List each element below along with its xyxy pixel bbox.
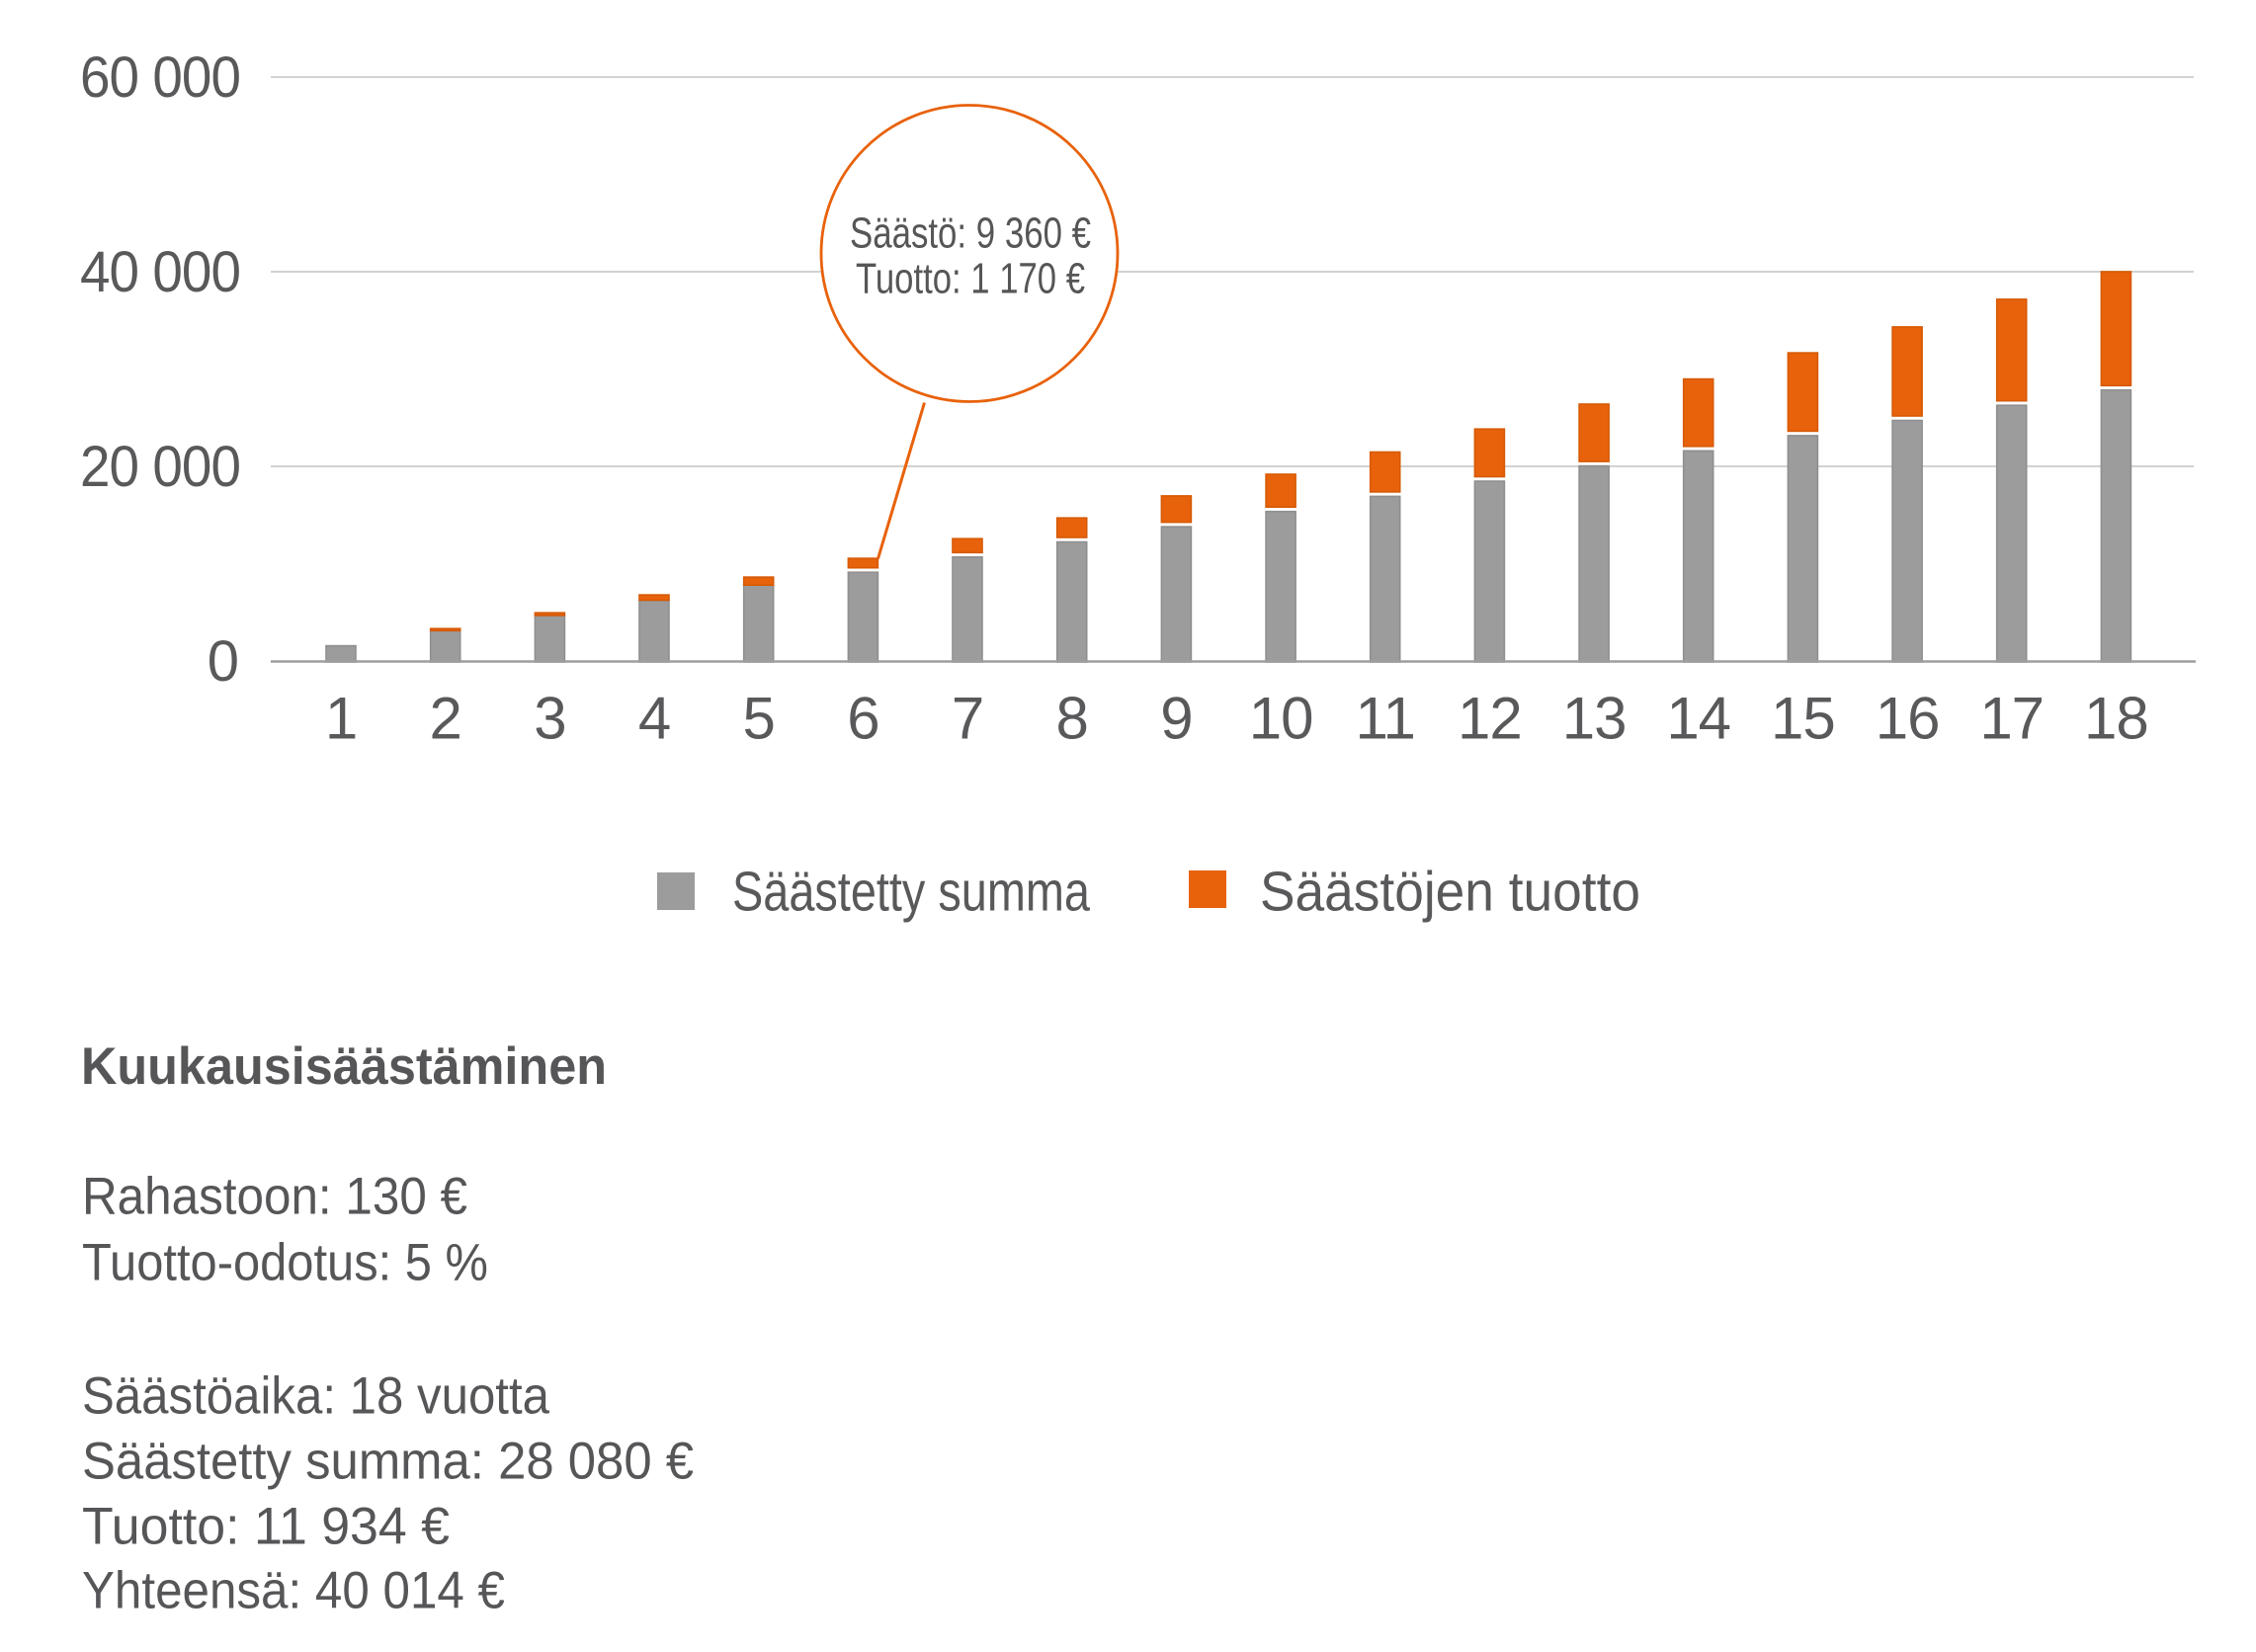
svg-text:9: 9 bbox=[1160, 686, 1192, 752]
svg-text:0: 0 bbox=[208, 629, 238, 694]
svg-text:Tuotto: 11 934 €: Tuotto: 11 934 € bbox=[82, 1498, 450, 1556]
svg-text:11: 11 bbox=[1356, 686, 1415, 752]
svg-text:2: 2 bbox=[430, 686, 461, 752]
svg-text:15: 15 bbox=[1771, 686, 1835, 752]
svg-text:7: 7 bbox=[952, 686, 983, 752]
svg-text:12: 12 bbox=[1458, 686, 1522, 752]
svg-text:Rahastoon: 130 €: Rahastoon: 130 € bbox=[82, 1167, 467, 1225]
svg-text:Säästö: 9 360 €: Säästö: 9 360 € bbox=[850, 208, 1091, 257]
svg-text:Tuotto: 1 170 €: Tuotto: 1 170 € bbox=[856, 254, 1085, 302]
svg-text:Kuukausisäästäminen: Kuukausisäästäminen bbox=[81, 1037, 607, 1096]
svg-text:Tuotto-odotus: 5 %: Tuotto-odotus: 5 % bbox=[82, 1234, 488, 1292]
svg-text:14: 14 bbox=[1666, 686, 1730, 752]
svg-text:20 000: 20 000 bbox=[80, 435, 240, 499]
svg-text:60 000: 60 000 bbox=[80, 45, 240, 110]
svg-text:17: 17 bbox=[1979, 686, 2044, 752]
svg-text:Säästöaika: 18 vuotta: Säästöaika: 18 vuotta bbox=[82, 1367, 549, 1426]
svg-text:1: 1 bbox=[325, 686, 357, 752]
svg-text:3: 3 bbox=[534, 686, 565, 752]
svg-text:6: 6 bbox=[847, 686, 878, 752]
svg-text:16: 16 bbox=[1876, 686, 1940, 752]
svg-text:5: 5 bbox=[743, 686, 775, 752]
svg-text:4: 4 bbox=[638, 686, 670, 752]
svg-text:Säästetty summa: 28 080 €: Säästetty summa: 28 080 € bbox=[82, 1433, 694, 1491]
svg-text:13: 13 bbox=[1562, 686, 1627, 752]
svg-text:10: 10 bbox=[1249, 686, 1313, 752]
svg-text:Säästetty summa: Säästetty summa bbox=[732, 860, 1090, 923]
svg-text:8: 8 bbox=[1056, 686, 1088, 752]
svg-text:Yhteensä: 40 014 €: Yhteensä: 40 014 € bbox=[82, 1562, 505, 1620]
svg-text:18: 18 bbox=[2084, 686, 2148, 752]
svg-text:40 000: 40 000 bbox=[80, 240, 240, 304]
svg-text:Säästöjen tuotto: Säästöjen tuotto bbox=[1260, 860, 1640, 923]
